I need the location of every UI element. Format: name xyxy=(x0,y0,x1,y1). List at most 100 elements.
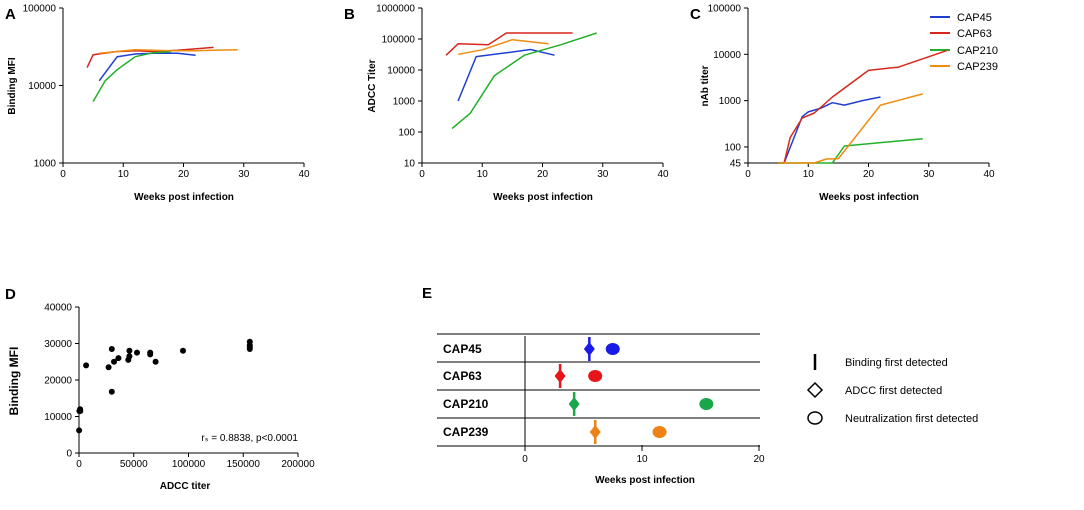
panel-d-point xyxy=(126,347,133,354)
panel-b-y-tick-label: 100 xyxy=(398,128,415,139)
panel-d-x-tick-label: 100000 xyxy=(172,459,206,470)
panel-b-series-cap63 xyxy=(445,32,573,56)
panel-c-y-tick-label: 1000 xyxy=(719,96,742,107)
panel-b-y-tick-label: 10 xyxy=(404,159,416,170)
panel-b-x-tick-label: 30 xyxy=(597,169,609,180)
legend-label-cap210: CAP210 xyxy=(957,45,998,57)
panel-e-x-tick-label: 10 xyxy=(636,454,648,465)
panel-e-legend-label: Neutralization first detected xyxy=(845,413,978,425)
legend-label-cap63: CAP63 xyxy=(957,28,992,40)
panel-label-d: D xyxy=(5,286,16,303)
panel-b-x-tick-label: 10 xyxy=(477,169,489,180)
panel-c-x-tick-label: 40 xyxy=(983,169,995,180)
panel-b-xlabel: Weeks post infection xyxy=(493,192,593,203)
panel-d-point xyxy=(126,353,133,360)
panel-c-ylabel: nAb titer xyxy=(700,65,711,106)
panel-c-x-tick-label: 30 xyxy=(923,169,935,180)
panel-a-series-cap210 xyxy=(92,50,172,102)
panel-e-adcc-mark-cap210 xyxy=(568,397,580,411)
panel-b-x-tick-label: 20 xyxy=(537,169,549,180)
panel-b-y-tick-label: 10000 xyxy=(387,66,415,77)
panel-b-series-cap210 xyxy=(451,32,597,130)
panel-d-point xyxy=(108,388,115,395)
panel-d-point xyxy=(152,358,159,365)
panel-e-adcc-mark-cap63 xyxy=(554,369,566,383)
panel-e-legend-diamond-marker xyxy=(806,381,824,399)
panel-c-xlabel: Weeks post infection xyxy=(819,192,919,203)
panel-d-y-tick-label: 40000 xyxy=(44,303,72,314)
panel-d-point xyxy=(180,347,186,354)
panel-c-x-tick-label: 20 xyxy=(863,169,875,180)
legend-label-cap45: CAP45 xyxy=(957,12,992,24)
panel-label-b: B xyxy=(344,6,355,23)
panel-a-ylabel: Binding MFI xyxy=(7,57,18,114)
panel-c-y-tick-label: 100000 xyxy=(708,4,742,15)
panel-d-annotation: rₛ = 0.8838, p<0.0001 xyxy=(201,433,298,444)
panel-d-x-tick-label: 0 xyxy=(76,459,82,470)
panel-d-point xyxy=(115,355,122,362)
panel-a-xlabel: Weeks post infection xyxy=(134,192,234,203)
panel-c-series-cap239 xyxy=(778,93,923,164)
panel-a-x-tick-label: 40 xyxy=(298,169,310,180)
panel-d-x-tick-label: 50000 xyxy=(120,459,148,470)
panel-label-e: E xyxy=(422,285,432,302)
panel-d-point xyxy=(246,344,253,351)
panel-c-x-tick-label: 10 xyxy=(803,169,815,180)
panel-e-x-tick-label: 20 xyxy=(753,454,765,465)
panel-b-series-cap239 xyxy=(457,38,549,56)
panel-e-row-label-cap45: CAP45 xyxy=(443,342,482,356)
panel-d-x-tick-label: 200000 xyxy=(281,459,315,470)
panel-e-row-label-cap210: CAP210 xyxy=(443,397,489,411)
panel-e-legend-label: ADCC first detected xyxy=(845,385,942,397)
panel-a-x-tick-label: 30 xyxy=(238,169,250,180)
panel-a-y-tick-label: 10000 xyxy=(28,81,56,92)
panel-b-y-tick-label: 1000000 xyxy=(376,4,415,15)
panel-c-series-cap63 xyxy=(778,49,948,164)
panel-a-series-cap239 xyxy=(99,48,238,55)
panel-e-neutralization-mark-cap45 xyxy=(605,343,620,355)
panel-a-y-tick-label: 1000 xyxy=(34,159,57,170)
legend-label-cap239: CAP239 xyxy=(957,61,998,73)
panel-a-series-cap45 xyxy=(98,52,196,82)
panel-d-point xyxy=(246,338,253,345)
panel-a-y-tick-label: 100000 xyxy=(23,4,57,15)
panel-a-x-tick-label: 10 xyxy=(118,169,130,180)
panel-d-point xyxy=(111,358,117,365)
panel-d-y-tick-label: 30000 xyxy=(44,339,72,350)
panel-e-x-tick-label: 0 xyxy=(522,454,528,465)
panel-d-xlabel: ADCC titer xyxy=(160,481,211,492)
series-legend: CAP45 CAP63 CAP210 CAP239 xyxy=(930,12,998,73)
panel-b-series-cap45 xyxy=(457,48,555,102)
panel-d-point xyxy=(76,427,83,434)
panel-b-ylabel: ADCC Titer xyxy=(367,59,378,112)
panel-e-row-label-cap239: CAP239 xyxy=(443,425,489,439)
panel-b-x-tick-label: 0 xyxy=(419,169,425,180)
panel-d-point xyxy=(147,351,154,358)
panel-a-x-tick-label: 20 xyxy=(178,169,190,180)
panel-c-y-tick-label: 10000 xyxy=(713,50,741,61)
panel-b-y-tick-label: 100000 xyxy=(382,35,416,46)
panel-d-point xyxy=(77,408,84,414)
panel-e-neutralization-mark-cap210 xyxy=(699,398,714,410)
panel-b-x-tick-label: 40 xyxy=(657,169,669,180)
panel-a-x-tick-label: 0 xyxy=(60,169,66,180)
panel-e-legend-label: Binding first detected xyxy=(845,357,948,369)
panel-e-neutralization-mark-cap63 xyxy=(588,370,603,382)
panel-e-adcc-mark-cap239 xyxy=(589,425,601,439)
panel-e-row-label-cap63: CAP63 xyxy=(443,369,482,383)
panel-c-y-tick-label: 100 xyxy=(724,142,741,153)
panel-label-a: A xyxy=(5,6,16,23)
panel-e-neutralization-mark-cap239 xyxy=(652,426,667,438)
panel-d-y-tick-label: 10000 xyxy=(44,412,72,423)
panel-e-xlabel: Weeks post infection xyxy=(595,475,695,486)
panel-d-ylabel: Binding MFI xyxy=(7,347,21,416)
panel-b-y-tick-label: 1000 xyxy=(393,97,416,108)
panel-d-point xyxy=(105,364,112,371)
panel-e-legend-circle-marker xyxy=(807,411,823,425)
panel-e-adcc-mark-cap45 xyxy=(583,342,595,356)
panel-c-x-tick-label: 0 xyxy=(745,169,751,180)
panel-d-point xyxy=(83,362,90,369)
panel-d-x-tick-label: 150000 xyxy=(227,459,261,470)
